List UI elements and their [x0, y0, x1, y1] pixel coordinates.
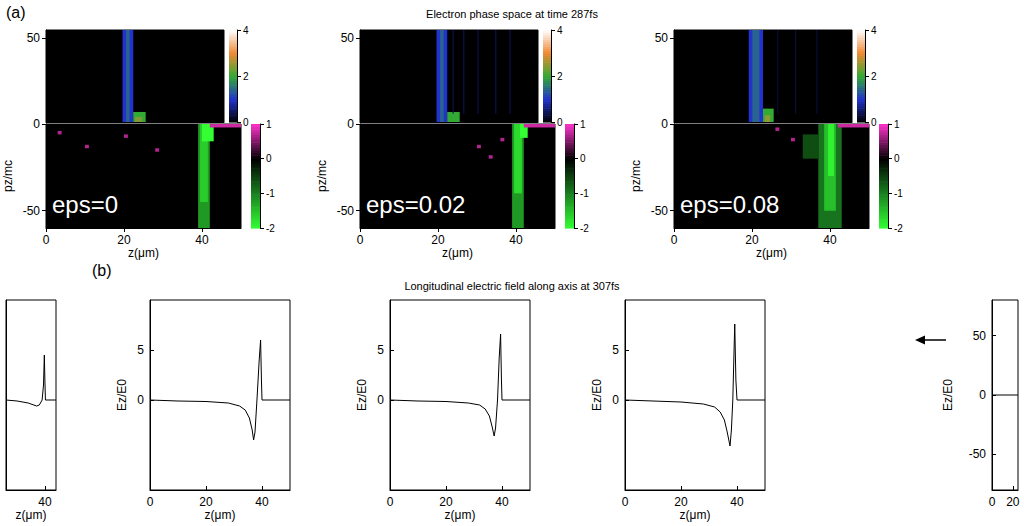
svg-text:50: 50: [341, 31, 355, 45]
svg-text:40: 40: [509, 233, 523, 247]
svg-text:4: 4: [557, 25, 563, 36]
svg-text:-50: -50: [23, 204, 41, 218]
svg-text:0: 0: [557, 117, 563, 128]
svg-text:0: 0: [137, 393, 144, 407]
svg-text:20: 20: [117, 233, 131, 247]
svg-text:Electron phase space at time 2: Electron phase space at time 287fs: [426, 8, 598, 20]
svg-text:20: 20: [431, 233, 445, 247]
svg-text:2: 2: [243, 71, 249, 82]
svg-text:40: 40: [195, 233, 209, 247]
svg-text:2: 2: [557, 71, 563, 82]
svg-text:Ez/E0: Ez/E0: [590, 379, 604, 411]
svg-text:-50: -50: [651, 204, 669, 218]
svg-text:5: 5: [377, 343, 384, 357]
svg-text:0: 0: [357, 233, 364, 247]
svg-text:Ez/E0: Ez/E0: [941, 379, 955, 411]
svg-text:20: 20: [674, 495, 688, 509]
svg-text:-1: -1: [894, 188, 903, 199]
svg-text:40: 40: [730, 495, 744, 509]
svg-text:0: 0: [661, 117, 668, 131]
svg-text:0: 0: [43, 233, 50, 247]
svg-text:0: 0: [871, 117, 877, 128]
svg-text:0: 0: [612, 393, 619, 407]
svg-text:20: 20: [439, 495, 453, 509]
svg-text:5: 5: [612, 343, 619, 357]
svg-text:z(μm): z(μm): [442, 246, 473, 260]
svg-text:z(μm): z(μm): [756, 246, 787, 260]
svg-text:0: 0: [266, 153, 272, 164]
svg-text:40: 40: [823, 233, 837, 247]
svg-text:0: 0: [387, 495, 394, 509]
svg-text:-50: -50: [337, 204, 355, 218]
svg-text:20: 20: [199, 495, 213, 509]
svg-text:1: 1: [894, 119, 900, 130]
svg-text:Ez/E0: Ez/E0: [355, 379, 369, 411]
svg-text:50: 50: [973, 329, 987, 343]
svg-text:z(μm): z(μm): [16, 508, 47, 522]
svg-text:(a): (a): [6, 4, 26, 21]
svg-text:pz/mc: pz/mc: [1, 160, 15, 192]
svg-text:1: 1: [580, 119, 586, 130]
svg-text:z(μm): z(μm): [445, 508, 476, 522]
svg-text:0: 0: [622, 495, 629, 509]
svg-text:0: 0: [671, 233, 678, 247]
svg-text:4: 4: [243, 25, 249, 36]
svg-text:0: 0: [243, 117, 249, 128]
svg-text:1: 1: [266, 119, 272, 130]
svg-text:z(μm): z(μm): [128, 246, 159, 260]
svg-text:50: 50: [27, 31, 41, 45]
svg-text:20: 20: [1006, 495, 1020, 509]
svg-text:eps=0.02: eps=0.02: [366, 191, 465, 218]
svg-text:Ez/E0: Ez/E0: [115, 379, 129, 411]
svg-text:eps=0.08: eps=0.08: [680, 191, 779, 218]
svg-text:5: 5: [137, 343, 144, 357]
svg-text:0: 0: [580, 153, 586, 164]
svg-text:20: 20: [745, 233, 759, 247]
svg-text:(b): (b): [92, 262, 112, 279]
svg-text:pz/mc: pz/mc: [315, 160, 329, 192]
svg-text:-50: -50: [969, 447, 987, 461]
svg-text:4: 4: [871, 25, 877, 36]
svg-text:-2: -2: [266, 223, 275, 234]
svg-text:0: 0: [894, 153, 900, 164]
svg-text:0: 0: [979, 388, 986, 402]
svg-text:0: 0: [989, 495, 996, 509]
svg-text:0: 0: [147, 495, 154, 509]
svg-text:50: 50: [655, 31, 669, 45]
svg-text:-2: -2: [580, 223, 589, 234]
svg-text:0: 0: [377, 393, 384, 407]
svg-text:40: 40: [38, 495, 52, 509]
svg-text:eps=0: eps=0: [52, 191, 118, 218]
svg-text:40: 40: [495, 495, 509, 509]
svg-text:Longitudinal electric field al: Longitudinal electric field along axis a…: [404, 280, 620, 292]
svg-text:-1: -1: [266, 188, 275, 199]
svg-text:-2: -2: [894, 223, 903, 234]
svg-text:2: 2: [871, 71, 877, 82]
svg-text:pz/mc: pz/mc: [629, 160, 643, 192]
svg-text:0: 0: [33, 117, 40, 131]
svg-text:40: 40: [255, 495, 269, 509]
svg-text:-1: -1: [580, 188, 589, 199]
svg-text:z(μm): z(μm): [205, 508, 236, 522]
svg-text:0: 0: [347, 117, 354, 131]
svg-text:z(μm): z(μm): [680, 508, 711, 522]
